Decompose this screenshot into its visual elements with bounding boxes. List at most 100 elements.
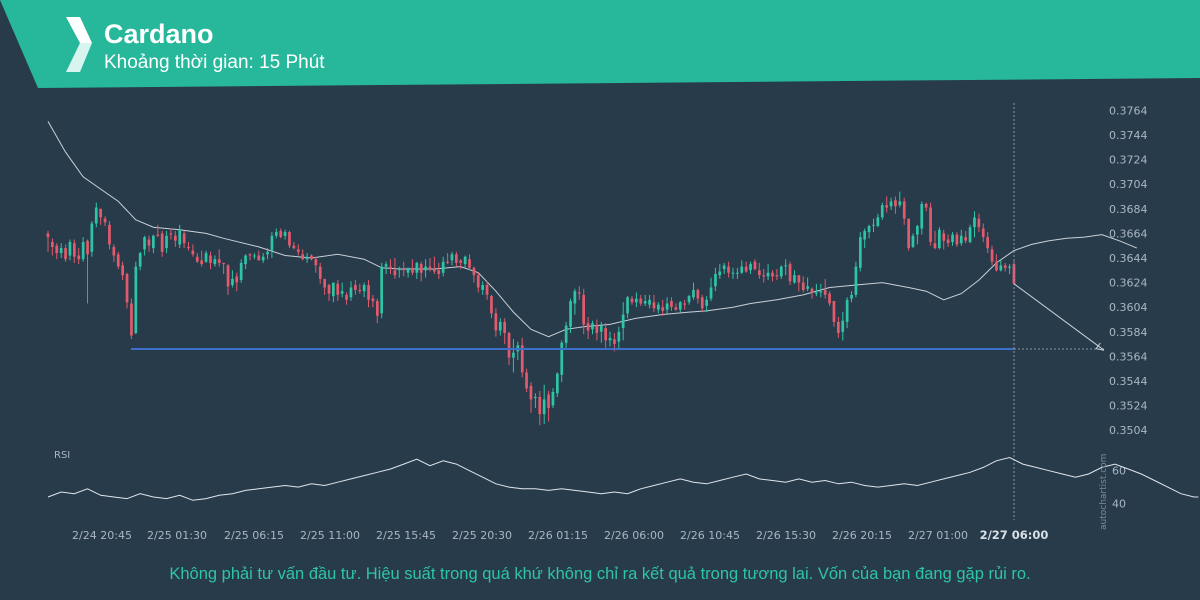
bearish-candle <box>775 269 779 281</box>
candle-body <box>503 321 506 333</box>
candle-body <box>736 272 739 274</box>
bullish-candle <box>749 261 752 274</box>
candle-body <box>832 301 836 322</box>
bullish-candle <box>850 291 853 303</box>
bullish-candle <box>999 260 1003 272</box>
candle-body <box>591 323 594 330</box>
candle-body <box>138 253 142 267</box>
candle-body <box>345 294 348 300</box>
bearish-candle <box>946 234 950 247</box>
candle-body <box>459 260 463 263</box>
candle-body <box>823 289 827 295</box>
candle-body <box>340 291 344 294</box>
bullish-candle <box>178 224 182 249</box>
bullish-candle <box>261 253 265 263</box>
candle-body <box>885 205 888 208</box>
bullish-candle <box>806 277 809 292</box>
candle-body <box>402 269 405 271</box>
bearish-candle <box>494 308 498 337</box>
candle-body <box>806 286 809 289</box>
candle-body <box>441 261 445 273</box>
bullish-candle <box>450 251 454 266</box>
candle-body <box>529 385 533 400</box>
bearish-candle <box>288 230 291 249</box>
bearish-candle <box>476 272 480 293</box>
bearish-candle <box>630 296 634 305</box>
bearish-candle <box>187 242 190 251</box>
bullish-candle <box>213 255 217 267</box>
bullish-candle <box>231 270 234 288</box>
candle-body <box>797 275 801 283</box>
bullish-candle <box>863 228 866 249</box>
candle-body <box>762 275 766 277</box>
candle-body <box>749 264 752 271</box>
bullish-candle <box>736 267 739 279</box>
candle-body <box>323 278 326 288</box>
bearish-candle <box>995 254 998 272</box>
rsi-label: RSI <box>54 450 70 461</box>
bearish-candle <box>235 272 239 292</box>
time-tick-label: 2/25 15:45 <box>376 529 436 542</box>
candle-body <box>692 289 695 298</box>
candle-body <box>354 285 357 290</box>
candle-body <box>595 325 599 333</box>
bearish-candle <box>582 288 585 335</box>
autochartist-logo-icon <box>66 17 92 72</box>
candle-body <box>239 262 243 281</box>
candle-body <box>573 291 577 304</box>
time-tick-label: 2/26 15:30 <box>756 529 816 542</box>
candle-body <box>902 201 906 219</box>
price-tick-label: 0.3764 <box>1109 104 1148 117</box>
candle-body <box>411 267 414 273</box>
bearish-candle <box>924 202 928 212</box>
bullish-candle <box>951 232 954 246</box>
bullish-candle <box>608 331 612 347</box>
bullish-candle <box>305 253 309 263</box>
candle-body <box>951 234 954 242</box>
bullish-candle <box>920 201 924 235</box>
candle-body <box>261 256 265 261</box>
candle-body <box>362 285 366 292</box>
bearish-candle <box>174 230 177 247</box>
candle-body <box>147 239 151 246</box>
candle-body <box>59 248 63 253</box>
bearish-candle <box>279 228 283 239</box>
chart-title: Cardano <box>104 19 214 49</box>
bullish-candle <box>889 197 893 210</box>
candle-body <box>648 299 651 305</box>
candle-body <box>73 243 76 257</box>
candle-body <box>371 298 375 302</box>
bullish-candle <box>498 318 502 336</box>
candle-body <box>977 218 981 228</box>
bullish-candle <box>854 261 858 298</box>
candle-body <box>766 272 770 277</box>
candle-body <box>266 251 269 255</box>
bearish-candle <box>77 248 81 265</box>
bearish-candle <box>51 238 54 256</box>
candle-body <box>643 301 647 304</box>
bearish-candle <box>336 280 340 301</box>
bearish-candle <box>160 230 164 257</box>
bearish-candle <box>472 266 476 283</box>
bullish-candle <box>722 262 726 274</box>
candle-body <box>599 325 603 332</box>
candle-body <box>850 294 853 299</box>
candle-body <box>367 285 370 300</box>
candle-body <box>253 255 256 257</box>
candle-body <box>863 230 866 240</box>
candle-body <box>191 250 195 255</box>
candle-body <box>103 218 107 223</box>
candle-body <box>450 254 454 261</box>
candle-body <box>534 397 537 398</box>
bullish-candle <box>143 235 146 256</box>
candle-body <box>889 201 893 207</box>
candle-body <box>512 352 515 358</box>
candle-body <box>815 292 818 294</box>
bullish-candle <box>204 250 208 263</box>
time-tick-label: 2/25 20:30 <box>452 529 512 542</box>
candle-body <box>841 320 845 332</box>
price-tick-label: 0.3584 <box>1109 326 1148 339</box>
price-tick-label: 0.3524 <box>1109 400 1148 413</box>
bearish-candle <box>121 261 124 281</box>
bearish-candle <box>990 245 994 266</box>
